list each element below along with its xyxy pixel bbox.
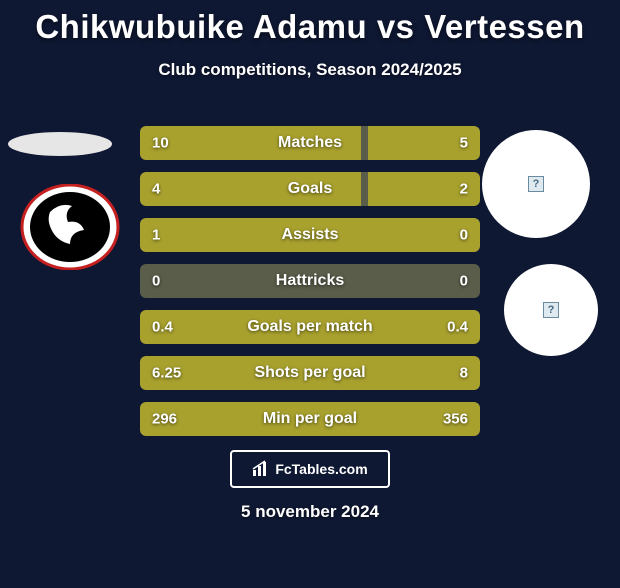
stats-bars: 105Matches42Goals10Assists00Hattricks0.4… <box>140 126 480 436</box>
stat-value-left: 296 <box>152 411 177 428</box>
stat-value-right: 0 <box>460 227 468 244</box>
stat-label: Shots per goal <box>254 364 365 382</box>
brand-chart-icon <box>252 460 270 478</box>
stat-value-left: 0.4 <box>152 319 173 336</box>
stat-value-left: 6.25 <box>152 365 181 382</box>
brand-box: FcTables.com <box>230 450 390 488</box>
stat-value-left: 10 <box>152 135 169 152</box>
stat-label: Goals <box>288 180 332 198</box>
stat-label: Min per goal <box>263 410 357 428</box>
stat-value-right: 0 <box>460 273 468 290</box>
stat-value-left: 1 <box>152 227 160 244</box>
stat-value-right: 0.4 <box>447 319 468 336</box>
stat-row: 1 0 Assists <box>140 218 480 252</box>
stat-row: 0.4 0.4 Goals per match <box>140 310 480 344</box>
stat-row: 0 0 Hattricks <box>140 264 480 298</box>
stat-row: 4 2 Goals <box>140 172 480 206</box>
subtitle: Club competitions, Season 2024/2025 <box>0 60 620 80</box>
date-text: 5 november 2024 <box>0 502 620 522</box>
stat-value-left: 4 <box>152 181 160 198</box>
stat-label: Hattricks <box>276 272 344 290</box>
stat-row: 296 356 Min per goal <box>140 402 480 436</box>
stat-row: 10 5 Matches <box>140 126 480 160</box>
page-title: Chikwubuike Adamu vs Vertessen <box>0 8 620 46</box>
stats-container: 105Matches42Goals10Assists00Hattricks0.4… <box>0 126 620 522</box>
stat-label: Assists <box>282 226 339 244</box>
brand-text: FcTables.com <box>275 461 367 477</box>
stat-value-left: 0 <box>152 273 160 290</box>
stat-label: Goals per match <box>247 318 372 336</box>
stat-value-right: 8 <box>460 365 468 382</box>
stat-value-right: 356 <box>443 411 468 428</box>
stat-label: Matches <box>278 134 342 152</box>
stat-row: 6.25 8 Shots per goal <box>140 356 480 390</box>
stat-value-right: 5 <box>460 135 468 152</box>
stat-value-right: 2 <box>460 181 468 198</box>
